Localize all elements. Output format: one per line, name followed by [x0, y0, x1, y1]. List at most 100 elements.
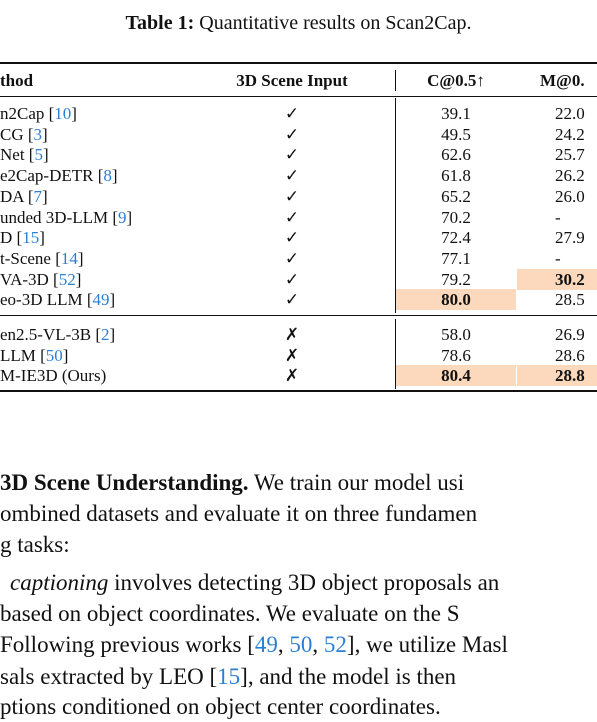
method-cell: M-IE3D (Ours) — [0, 365, 106, 386]
caption-text: Quantitative results on Scan2Cap. — [199, 12, 472, 34]
value-cell: 62.6 — [441, 145, 471, 165]
body-line: ombined datasets and evaluate it on thre… — [0, 499, 477, 529]
text: n2Cap [ — [0, 104, 55, 123]
text: , — [312, 632, 324, 657]
value-cell: 28.5 — [555, 290, 585, 310]
caption-label: Table 1: — [125, 12, 195, 34]
value-cell: - — [555, 248, 561, 268]
method-cell: D [15] — [0, 227, 45, 248]
body-line: captioning involves detecting 3D object … — [10, 568, 499, 598]
text: ] — [126, 207, 133, 227]
text: ] — [62, 345, 69, 365]
value-cell: 79.2 — [441, 269, 471, 289]
input-cell: ✓ — [284, 104, 300, 123]
citation[interactable]: 52 — [58, 269, 76, 289]
value-cell: 65.2 — [441, 186, 471, 206]
input-cell: ✗ — [284, 345, 300, 365]
text: involves detecting 3D object proposals a… — [108, 570, 500, 595]
text: ] — [42, 124, 48, 144]
value-cell: 77.1 — [441, 248, 471, 268]
citation[interactable]: 2 — [101, 325, 110, 344]
text: based on object coordinates. We evaluate… — [0, 601, 460, 626]
input-cell: ✓ — [284, 248, 300, 268]
method-cell: DA [7] — [0, 186, 48, 207]
method-cell: n2Cap [10] — [0, 103, 77, 124]
input-cell: ✓ — [284, 186, 300, 206]
body-line: Following previous works [49, 50, 52], w… — [0, 630, 508, 660]
body-line: ptions conditioned on object center coor… — [0, 692, 441, 722]
value-cell: 49.5 — [441, 124, 471, 144]
input-cell: ✓ — [284, 124, 300, 144]
text: ] — [42, 186, 48, 206]
method-cell: eo-3D LLM [49] — [0, 289, 115, 310]
text: captioning — [10, 570, 109, 595]
text: Net [ — [0, 145, 35, 165]
input-cell: ✗ — [284, 325, 300, 344]
value-cell: 26.2 — [555, 166, 585, 186]
text: CG [ — [0, 124, 34, 144]
citation[interactable]: 52 — [323, 632, 347, 657]
value-cell: 28.6 — [555, 345, 585, 365]
input-cell: ✗ — [284, 366, 300, 386]
text: ] — [77, 248, 84, 268]
body-line: g tasks: — [0, 530, 70, 560]
input-cell: ✓ — [284, 228, 300, 248]
text: g tasks: — [0, 532, 70, 557]
citation[interactable]: 49 — [92, 290, 110, 310]
value-cell: 58.0 — [441, 325, 471, 344]
value-cell: 26.9 — [555, 325, 585, 344]
value-cell: 22.0 — [555, 104, 585, 123]
citation[interactable]: 9 — [118, 207, 127, 227]
value-cell: 25.7 — [555, 145, 585, 165]
body-line: 3D Scene Understanding. We train our mod… — [0, 468, 464, 498]
text: DA [ — [0, 186, 34, 206]
text: t-Scene [ — [0, 248, 61, 268]
body-line: based on object coordinates. We evaluate… — [0, 599, 460, 629]
value-cell: 24.2 — [555, 124, 585, 144]
citation[interactable]: 5 — [34, 145, 43, 165]
citation[interactable]: 7 — [33, 186, 43, 206]
citation[interactable]: 50 — [289, 632, 313, 657]
text: , — [277, 632, 290, 657]
citation[interactable]: 14 — [60, 248, 78, 268]
text: We train our model usi — [248, 470, 465, 495]
text: ] — [109, 290, 116, 310]
text: ], and the model is then — [240, 664, 457, 689]
value-cell: 70.2 — [441, 207, 471, 227]
value-cell: 72.4 — [441, 228, 471, 248]
header-cell: thod — [0, 71, 34, 90]
citation[interactable]: 3 — [33, 124, 43, 144]
input-cell: ✓ — [284, 269, 300, 289]
citation[interactable]: 15 — [217, 664, 241, 689]
citation[interactable]: 8 — [103, 166, 112, 186]
citation[interactable]: 50 — [45, 345, 63, 365]
value-cell: 26.0 — [555, 186, 585, 206]
column-divider — [395, 98, 396, 313]
method-cell: en2.5-VL-3B [2] — [0, 324, 115, 345]
text: ombined datasets and evaluate it on thre… — [0, 501, 478, 526]
text: D [ — [0, 228, 23, 248]
table-rule — [0, 390, 597, 393]
method-cell: CG [3] — [0, 124, 48, 145]
citation[interactable]: 10 — [54, 104, 72, 123]
input-cell: ✓ — [284, 290, 300, 310]
text: M-IE3D (Ours) — [0, 366, 107, 386]
column-divider — [395, 70, 396, 91]
text: Following previous works [ — [0, 632, 255, 657]
value-cell: - — [555, 207, 561, 227]
input-cell: ✓ — [284, 166, 300, 186]
citation[interactable]: 49 — [254, 632, 278, 657]
paragraph-heading: 3D Scene Understanding. — [0, 470, 249, 495]
text: ptions conditioned on object center coor… — [0, 694, 441, 719]
text: ], we utilize Masl — [346, 632, 508, 657]
text: ] — [111, 166, 118, 186]
value-cell: 61.8 — [441, 166, 471, 186]
header-cell: C@0.5↑ — [427, 71, 485, 90]
value-cell: 78.6 — [441, 345, 471, 365]
header-cell: M@0. — [540, 71, 585, 90]
citation[interactable]: 15 — [22, 228, 40, 248]
text: ] — [42, 145, 49, 165]
text: sals extracted by LEO [ — [0, 664, 218, 689]
method-cell: Net [5] — [0, 144, 49, 165]
